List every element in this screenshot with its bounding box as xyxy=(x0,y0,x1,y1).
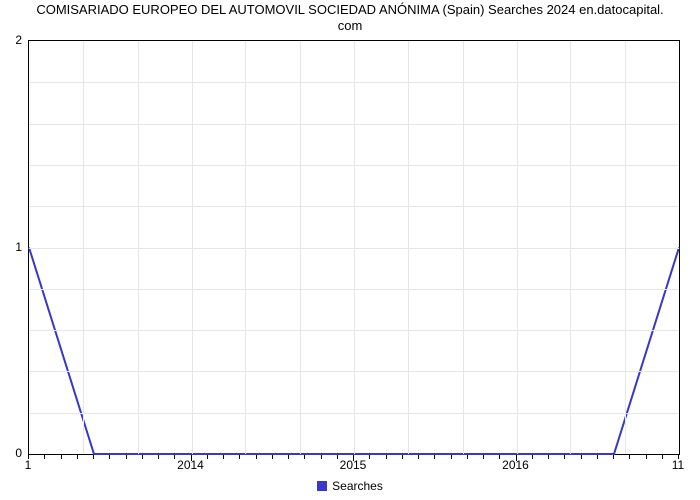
x-tick-minor xyxy=(256,455,257,459)
x-tick-minor xyxy=(321,455,322,459)
x-tick-minor xyxy=(207,455,208,459)
chart-title: COMISARIADO EUROPEO DEL AUTOMOVIL SOCIED… xyxy=(0,2,700,35)
x-tick-minor xyxy=(467,455,468,459)
y-tick-label: 1 xyxy=(4,240,22,254)
x-tick-minor xyxy=(191,455,192,459)
x-tick-minor xyxy=(61,455,62,459)
x-tick-minor xyxy=(239,455,240,459)
x-tick-minor xyxy=(613,455,614,459)
x-tick-minor xyxy=(402,455,403,459)
x-tick-minor xyxy=(548,455,549,459)
x-tick-minor xyxy=(353,455,354,459)
x-tick-minor xyxy=(272,455,273,459)
y-tick-label: 0 xyxy=(4,446,22,460)
x-tick-minor xyxy=(304,455,305,459)
gridline-vertical xyxy=(570,41,571,454)
x-tick-minor xyxy=(142,455,143,459)
x-tick-minor xyxy=(451,455,452,459)
legend: Searches xyxy=(0,478,700,493)
x-tick-minor xyxy=(499,455,500,459)
chart-title-line2: com xyxy=(338,18,363,33)
x-tick-minor xyxy=(418,455,419,459)
x-tick-minor xyxy=(174,455,175,459)
x-tick-minor xyxy=(662,455,663,459)
x-tick-minor xyxy=(483,455,484,459)
x-tick-minor xyxy=(516,455,517,459)
x-tick-minor xyxy=(581,455,582,459)
gridline-vertical xyxy=(463,41,464,454)
gridline-vertical xyxy=(300,41,301,454)
x-tick-minor xyxy=(386,455,387,459)
chart-title-line1: COMISARIADO EUROPEO DEL AUTOMOVIL SOCIED… xyxy=(36,2,663,17)
x-tick-minor xyxy=(93,455,94,459)
y-tick-label: 2 xyxy=(4,33,22,47)
gridline-vertical xyxy=(517,41,518,454)
x-tick-minor xyxy=(77,455,78,459)
x-tick-minor xyxy=(337,455,338,459)
x-tick-minor xyxy=(44,455,45,459)
x-corner-right-label: 11 xyxy=(672,458,684,472)
x-tick-minor xyxy=(369,455,370,459)
gridline-vertical xyxy=(354,41,355,454)
x-tick-minor xyxy=(597,455,598,459)
x-tick-minor xyxy=(532,455,533,459)
x-tick-minor xyxy=(646,455,647,459)
legend-label: Searches xyxy=(332,479,383,493)
plot-area xyxy=(28,40,680,455)
gridline-vertical xyxy=(138,41,139,454)
gridline-vertical xyxy=(625,41,626,454)
x-tick-minor xyxy=(126,455,127,459)
gridline-vertical xyxy=(245,41,246,454)
gridline-vertical xyxy=(408,41,409,454)
x-tick-minor xyxy=(158,455,159,459)
gridline-vertical xyxy=(192,41,193,454)
x-tick-minor xyxy=(223,455,224,459)
x-tick-minor xyxy=(564,455,565,459)
x-tick-minor xyxy=(109,455,110,459)
x-corner-left-label: 1 xyxy=(25,458,32,472)
x-tick-minor xyxy=(629,455,630,459)
gridline-vertical xyxy=(83,41,84,454)
legend-swatch xyxy=(317,481,327,491)
x-tick-minor xyxy=(434,455,435,459)
x-tick-minor xyxy=(288,455,289,459)
chart-container: COMISARIADO EUROPEO DEL AUTOMOVIL SOCIED… xyxy=(0,0,700,500)
